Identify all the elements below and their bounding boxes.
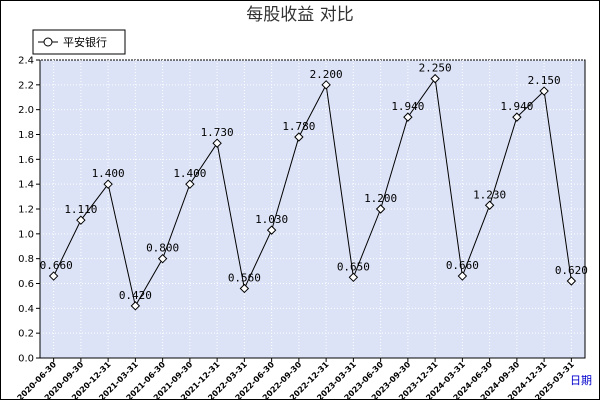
data-point-marker bbox=[457, 271, 468, 281]
data-label: 1.940 bbox=[500, 100, 533, 113]
series-markers bbox=[48, 73, 577, 311]
data-point-marker bbox=[157, 253, 168, 264]
y-tick-label: 1.0 bbox=[18, 229, 34, 240]
legend: 平安银行 bbox=[32, 29, 126, 55]
y-tick-label: 2.2 bbox=[18, 80, 34, 91]
data-label: 1.780 bbox=[282, 120, 315, 133]
series-line bbox=[53, 77, 572, 308]
data-label: 1.110 bbox=[64, 203, 97, 216]
data-label: 0.800 bbox=[146, 242, 179, 255]
data-point-marker bbox=[185, 179, 195, 189]
data-label: 1.200 bbox=[364, 192, 397, 205]
data-point-marker bbox=[76, 215, 86, 225]
y-tick-label: 0.6 bbox=[18, 279, 34, 290]
x-axis-ticks: 2020-06-302020-09-302020-12-312021-03-31… bbox=[15, 358, 576, 400]
data-label: 1.400 bbox=[92, 167, 125, 180]
y-tick-label: 1.2 bbox=[18, 205, 34, 216]
y-tick-label: 2.0 bbox=[18, 105, 34, 116]
data-label: 2.200 bbox=[310, 68, 343, 81]
data-point-marker bbox=[403, 112, 413, 122]
data-point-marker bbox=[566, 276, 577, 286]
data-point-marker bbox=[348, 272, 359, 282]
data-label: 0.620 bbox=[555, 264, 588, 277]
data-point-marker bbox=[375, 204, 386, 214]
data-point-marker bbox=[539, 86, 549, 96]
y-axis-ticks: 0.0 0.2 0.4 0.6 0.8 1.0 1.2 1.4 1.6 1.8 2.0 2.2 2.4 bbox=[18, 56, 40, 365]
y-tick-label: 1.8 bbox=[18, 130, 34, 141]
data-point-marker bbox=[294, 132, 304, 142]
data-label: 1.730 bbox=[201, 126, 234, 139]
y-tick-label: 1.4 bbox=[18, 180, 34, 191]
data-label: 1.030 bbox=[255, 213, 288, 226]
data-label: 1.230 bbox=[473, 188, 506, 201]
chart-title: 每股收益 对比 bbox=[246, 5, 353, 25]
y-tick-label: 0.4 bbox=[18, 304, 34, 315]
x-axis-label: 日期 bbox=[570, 374, 592, 387]
data-point-marker bbox=[321, 80, 331, 90]
data-point-marker bbox=[239, 283, 250, 294]
data-label: 0.660 bbox=[40, 259, 73, 272]
legend-entry-label: 平安银行 bbox=[63, 35, 107, 49]
data-label: 0.650 bbox=[337, 260, 370, 273]
data-label: 1.940 bbox=[391, 100, 424, 113]
data-point-marker bbox=[48, 271, 59, 281]
data-point-marker bbox=[484, 200, 495, 210]
data-label: 2.250 bbox=[419, 62, 452, 75]
y-tick-label: 0.8 bbox=[18, 254, 34, 265]
data-labels: 0.660 1.110 1.400 0.420 0.800 1.400 1.730 0.560… bbox=[40, 62, 588, 302]
data-point-marker bbox=[130, 301, 141, 311]
data-point-marker bbox=[212, 138, 222, 148]
data-label: 1.400 bbox=[173, 167, 206, 180]
data-point-marker bbox=[266, 225, 277, 235]
y-tick-label: 0.2 bbox=[18, 329, 34, 340]
series-line-group bbox=[53, 77, 572, 308]
data-point-marker bbox=[103, 179, 113, 189]
data-label: 0.560 bbox=[228, 271, 261, 284]
legend-marker-icon bbox=[43, 37, 53, 47]
y-tick-label: 0.0 bbox=[18, 354, 34, 365]
data-label: 2.150 bbox=[528, 74, 561, 87]
data-label: 0.660 bbox=[446, 259, 479, 272]
data-label: 0.420 bbox=[119, 289, 152, 302]
y-tick-label: 1.6 bbox=[18, 155, 34, 166]
y-tick-label: 2.4 bbox=[18, 56, 34, 67]
data-point-marker bbox=[430, 73, 440, 84]
data-point-marker bbox=[512, 112, 522, 122]
